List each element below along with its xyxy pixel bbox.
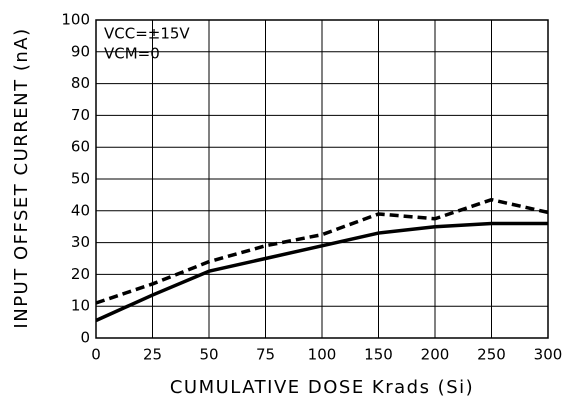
plot-frame <box>95 19 549 339</box>
line-series <box>95 221 548 323</box>
x-tick-label: 200 <box>421 346 450 364</box>
x-tick-label: 75 <box>256 346 275 364</box>
x-tick-label: 50 <box>199 346 218 364</box>
y-tick-label: 40 <box>71 201 90 219</box>
x-tick-label: 0 <box>91 346 101 364</box>
y-tick-label: 90 <box>71 42 90 60</box>
line-series <box>95 197 549 305</box>
y-tick-label: 80 <box>71 74 90 92</box>
annotation: VCC=±15V <box>104 25 190 43</box>
y-tick-label: 60 <box>71 138 90 156</box>
x-tick-label: 100 <box>308 346 337 364</box>
annotation: VCM=0 <box>104 45 160 63</box>
x-axis-label: CUMULATIVE DOSE Krads (Si) <box>170 377 474 398</box>
y-tick-label: 70 <box>71 106 90 124</box>
x-tick-label: 300 <box>534 346 563 364</box>
x-tick-label: 250 <box>477 346 506 364</box>
y-tick-label: 10 <box>71 297 90 315</box>
y-tick-label: 30 <box>71 233 90 251</box>
x-tick-label: 25 <box>143 346 162 364</box>
y-tick-label: 50 <box>71 170 90 188</box>
x-tick-label: 150 <box>364 346 393 364</box>
y-tick-label: 100 <box>61 11 90 29</box>
y-tick-label: 20 <box>71 265 90 283</box>
y-axis-label: INPUT OFFSET CURRENT (nA) <box>11 27 32 328</box>
y-tick-label: 0 <box>80 329 90 347</box>
